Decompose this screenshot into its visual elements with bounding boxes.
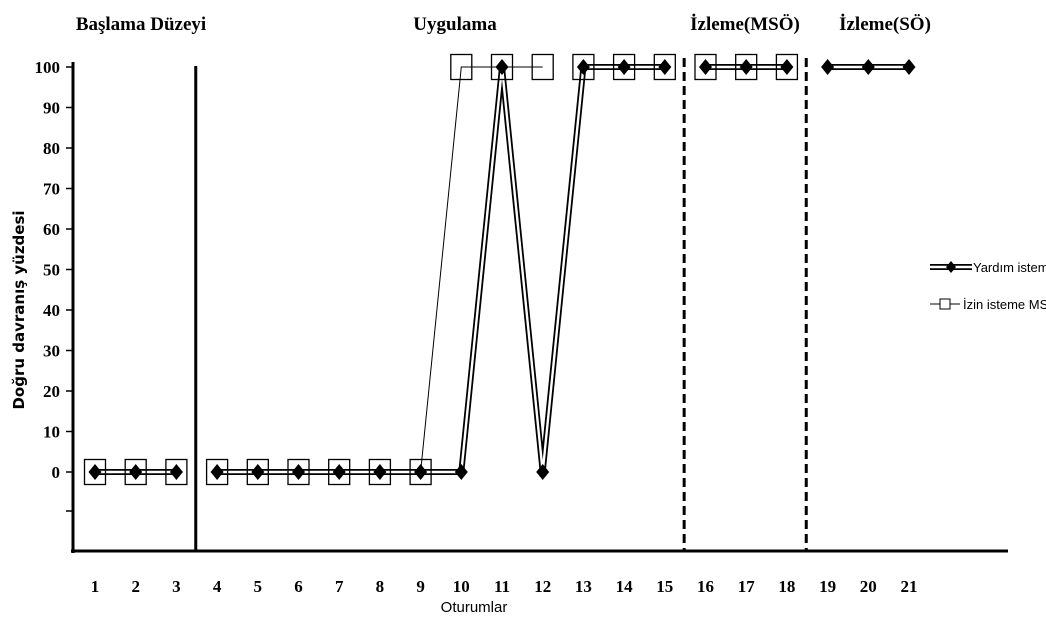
marker-diamond [129,464,143,480]
marker-diamond [292,464,305,480]
marker-square [124,458,147,486]
marker-diamond [210,464,224,480]
phase-labels: Başlama Düzeyi Uygulama İzleme(MSÖ) İzleme(… [76,14,931,35]
marker-diamond [699,59,712,75]
x-tick-label: 6 [294,577,303,596]
marker-diamond [88,464,102,480]
marker-diamond [454,464,468,480]
legend-label-yardim: Yardım isteme SÖ [973,260,1046,275]
x-tick-label: 7 [335,577,344,596]
marker-square [531,53,554,81]
marker-diamond [902,59,916,75]
marker-square [205,458,229,486]
marker-diamond [861,59,875,75]
marker-diamond [739,59,753,75]
marker-diamond [373,464,387,480]
x-tick-label: 13 [575,577,592,596]
y-axis-title: Doğru davranış yüzdesi [10,210,28,409]
marker-square [287,458,310,486]
x-tick-label: 11 [494,577,510,596]
y-tick-label: 100 [35,58,61,77]
marker-diamond [536,464,550,480]
phase-label: Uygulama [413,14,497,35]
marker-diamond [617,59,631,75]
x-tick-label: 16 [697,577,714,596]
marker-square [653,53,676,81]
y-tick-label: 70 [43,180,60,199]
x-tick-label: 10 [453,577,470,596]
x-tick-label: 20 [860,577,877,596]
x-tick-label: 9 [416,577,425,596]
marker-square [775,53,799,81]
x-tick-label: 3 [172,577,181,596]
marker-square [368,458,392,486]
x-tick-label: 12 [534,577,551,596]
marker-square [735,53,758,81]
x-tick-label: 14 [616,577,634,596]
y-tick-label: 50 [43,261,60,280]
x-tick-label: 18 [778,577,795,596]
marker-square [83,458,107,486]
x-tick-label: 5 [254,577,263,596]
phase-dividers [194,58,808,551]
marker-diamond [169,464,183,480]
marker-square [490,53,514,81]
x-ticks: 1 2 3 4 5 6 7 8 9 10 11 12 13 14 15 16 17 18 19 20 21 [91,577,918,596]
marker-diamond [495,59,509,75]
x-tick-label: 8 [376,577,385,596]
marker-square [612,53,636,81]
axes [66,62,1008,553]
legend-marker-square [939,298,951,310]
y-tick-label: 0 [52,463,61,482]
marker-diamond [251,464,265,480]
x-tick-label: 19 [819,577,836,596]
marker-square [165,458,188,486]
series-layer [83,53,916,486]
x-tick-label: 17 [738,577,756,596]
marker-square [572,53,595,81]
x-tick-label: 4 [213,577,222,596]
y-tick-label: 80 [43,139,60,158]
y-ticks: 0 10 20 30 40 50 60 70 80 90 100 [35,58,73,482]
y-tick-label: 10 [43,423,60,442]
phase-label: Başlama Düzeyi [76,14,206,35]
y-tick-label: 30 [43,342,60,361]
legend-marker-diamond [946,261,956,273]
x-tick-label: 21 [901,577,918,596]
marker-diamond [576,59,590,75]
marker-diamond [821,59,835,75]
marker-square [450,53,473,81]
x-tick-label: 1 [91,577,100,596]
marker-diamond [332,464,346,480]
phase-label: İzleme(MSÖ) [690,14,800,35]
legend: Yardım isteme SÖ İzin isteme MSÖ [930,260,1046,312]
y-tick-label: 90 [43,99,60,118]
marker-square [328,458,351,486]
series-line-yardim-isteme-inner [217,65,665,474]
y-tick-label: 20 [43,382,60,401]
legend-label-izin: İzin isteme MSÖ [963,297,1046,312]
marker-square [409,458,432,486]
x-axis-title: Oturumlar [441,599,508,616]
marker-diamond [658,59,672,75]
marker-square [694,53,717,81]
x-tick-label: 2 [131,577,140,596]
y-tick-label: 60 [43,220,60,239]
x-tick-label: 15 [656,577,673,596]
marker-diamond [414,464,428,480]
phase-label: İzleme(SÖ) [839,14,931,35]
marker-square [246,458,269,486]
y-tick-label: 40 [43,301,60,320]
marker-diamond [780,59,794,75]
